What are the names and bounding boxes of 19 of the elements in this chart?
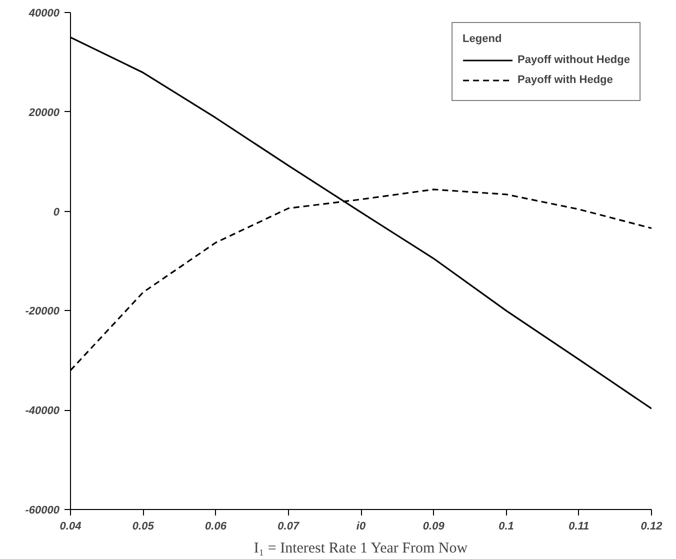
- legend-label: Payoff with Hedge: [518, 74, 613, 86]
- x-axis-title: I₁ = Interest Rate 1 Year From Now: [254, 540, 468, 556]
- x-tick-label: 0.05: [132, 520, 155, 532]
- legend-title: Legend: [462, 33, 503, 45]
- legend-label: Payoff without Hedge: [518, 54, 630, 66]
- x-tick-label: 0.12: [640, 520, 662, 532]
- y-tick-label: -60000: [25, 504, 60, 516]
- y-tick-label: 20000: [28, 106, 60, 119]
- x-tick-label: 0.09: [422, 520, 446, 532]
- x-tick-label: 0.11: [568, 520, 590, 532]
- y-tick-label: 40000: [28, 8, 60, 20]
- y-tick-label: -20000: [25, 306, 60, 318]
- x-tick-label: i0: [356, 520, 366, 532]
- x-tick-label: 0.07: [278, 520, 300, 532]
- x-tick-label: 0.1: [498, 520, 514, 532]
- y-tick-label: 0: [53, 206, 60, 218]
- x-tick-label: 0.04: [60, 520, 82, 532]
- x-tick-label: 0.06: [205, 520, 228, 532]
- y-tick-label: -40000: [25, 405, 60, 418]
